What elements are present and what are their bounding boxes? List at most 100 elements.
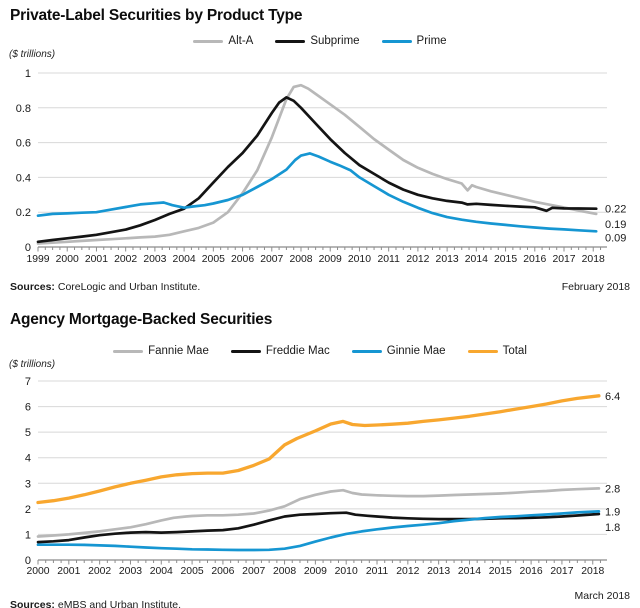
y-tick-label: 5 — [25, 427, 31, 439]
legend-swatch-fannie-mae — [113, 349, 144, 353]
legend-swatch-ginnie-mae — [351, 349, 382, 353]
x-tick-label: 2008 — [273, 566, 296, 577]
x-tick-label: 2005 — [202, 254, 225, 265]
private-label-units-label: ($ trillions) — [9, 49, 56, 60]
end-label-freddie-mac: 1.8 — [605, 522, 620, 534]
sources-text: CoreLogic and Urban Institute. — [54, 281, 201, 293]
x-tick-label: 2008 — [289, 254, 312, 265]
legend-swatch-alt-a — [193, 39, 224, 43]
x-tick-label: 1999 — [26, 254, 49, 265]
x-tick-label: 2001 — [57, 566, 80, 577]
x-tick-label: 2000 — [26, 566, 49, 577]
x-tick-label: 2016 — [523, 254, 546, 265]
end-label-total: 6.4 — [605, 391, 620, 403]
x-tick-label: 2012 — [396, 566, 419, 577]
legend-swatch-freddie-mac — [230, 349, 261, 353]
line-prime — [36, 152, 598, 233]
x-tick-label: 2015 — [489, 566, 512, 577]
sources-label: Sources: — [10, 599, 55, 608]
legend-item-alt-a: Alt-A — [193, 35, 253, 47]
y-tick-label: 6 — [25, 402, 31, 414]
x-tick-label: 2003 — [119, 566, 142, 577]
end-label-prime: 0.09 — [605, 232, 626, 244]
x-tick-label: 2011 — [378, 254, 401, 265]
x-tick-label: 2013 — [436, 254, 459, 265]
x-tick-label: 2001 — [85, 254, 108, 265]
x-tick-label: 2007 — [242, 566, 265, 577]
y-tick-label: 3 — [25, 478, 31, 490]
end-label-alt-a: 0.19 — [605, 219, 626, 231]
y-tick-label: 0.6 — [16, 138, 31, 150]
x-tick-label: 2003 — [143, 254, 166, 265]
agency-mbs-sources: Sources: eMBS and Urban Institute. — [10, 599, 181, 608]
legend-label-alt-a: Alt-A — [228, 35, 254, 47]
x-tick-label: 2002 — [88, 566, 111, 577]
y-tick-label: 7 — [25, 376, 31, 388]
line-alt-a — [36, 83, 598, 245]
x-tick-label: 2017 — [552, 254, 575, 265]
private-label-sources: Sources: CoreLogic and Urban Institute. — [10, 281, 200, 293]
x-tick-label: 2013 — [427, 566, 450, 577]
x-tick-label: 2017 — [550, 566, 573, 577]
line-ginnie-mae — [36, 510, 601, 552]
x-tick-label: 2016 — [520, 566, 543, 577]
y-tick-label: 0.4 — [16, 172, 31, 184]
sources-label: Sources: — [10, 281, 55, 293]
line-total — [36, 394, 601, 505]
legend-label-prime: Prime — [416, 35, 447, 47]
y-tick-label: 0 — [25, 242, 31, 254]
legend-label-total: Total — [502, 345, 527, 357]
y-tick-label: 1 — [25, 68, 31, 80]
legend-label-ginnie-mae: Ginnie Mae — [386, 345, 446, 357]
x-tick-label: 2006 — [211, 566, 234, 577]
x-tick-label: 2018 — [582, 254, 605, 265]
x-tick-label: 2014 — [458, 566, 481, 577]
end-label-subprime: 0.22 — [605, 204, 626, 216]
x-tick-label: 2010 — [335, 566, 358, 577]
legend-item-subprime: Subprime — [275, 35, 360, 47]
y-tick-label: 0.2 — [16, 207, 31, 219]
legend-item-fannie-mae: Fannie Mae — [113, 345, 209, 357]
agency-mbs-legend: Fannie Mae Freddie Mac Ginnie Mae Total — [0, 344, 640, 358]
y-tick-label: 0.8 — [16, 103, 31, 115]
legend-label-subprime: Subprime — [310, 35, 360, 47]
x-tick-label: 2011 — [366, 566, 389, 577]
private-label-chart: 0 0.2 0.4 0.6 0.8 1 1999 2000 2001 2002 2003 2004 20… — [16, 68, 627, 265]
x-tick-label: 2009 — [304, 566, 327, 577]
line-subprime — [36, 96, 598, 244]
x-tick-label: 2006 — [231, 254, 254, 265]
x-tick-label: 2002 — [114, 254, 137, 265]
x-tick-label: 2007 — [260, 254, 283, 265]
x-tick-label: 2004 — [150, 566, 173, 577]
x-tick-label: 2012 — [406, 254, 429, 265]
legend-item-prime: Prime — [381, 35, 447, 47]
x-tick-label: 2015 — [494, 254, 517, 265]
legend-swatch-subprime — [275, 39, 306, 43]
x-tick-label: 2000 — [56, 254, 79, 265]
agency-mbs-chart-title: Agency Mortgage-Backed Securities — [10, 311, 273, 328]
sources-text: eMBS and Urban Institute. — [54, 599, 182, 608]
private-label-date-note: February 2018 — [561, 281, 630, 293]
agency-mbs-units-label: ($ trillions) — [9, 359, 56, 370]
agency-mbs-chart: 0 1 2 3 4 5 6 7 2000 2001 2002 2003 2004 2005 2006 2007… — [25, 376, 620, 577]
end-label-fannie-mae: 2.8 — [605, 483, 620, 495]
private-label-legend: Alt-A Subprime Prime — [0, 34, 640, 48]
y-tick-label: 0 — [25, 555, 31, 567]
x-tick-label: 2018 — [581, 566, 604, 577]
y-tick-label: 1 — [25, 529, 31, 541]
x-tick-label: 2010 — [348, 254, 371, 265]
legend-swatch-total — [467, 349, 498, 353]
x-tick-label: 2005 — [181, 566, 204, 577]
private-label-chart-title: Private-Label Securities by Product Type — [10, 7, 303, 24]
legend-label-fannie-mae: Fannie Mae — [148, 345, 209, 357]
legend-label-freddie-mac: Freddie Mac — [265, 345, 330, 357]
legend-item-freddie-mac: Freddie Mac — [230, 345, 330, 357]
x-tick-label: 2004 — [173, 254, 196, 265]
line-fannie-mae — [36, 487, 601, 538]
end-label-ginnie-mae: 1.9 — [605, 506, 620, 518]
legend-item-ginnie-mae: Ginnie Mae — [351, 345, 446, 357]
y-tick-label: 4 — [25, 453, 31, 465]
y-tick-label: 2 — [25, 504, 31, 516]
legend-swatch-prime — [381, 39, 412, 43]
